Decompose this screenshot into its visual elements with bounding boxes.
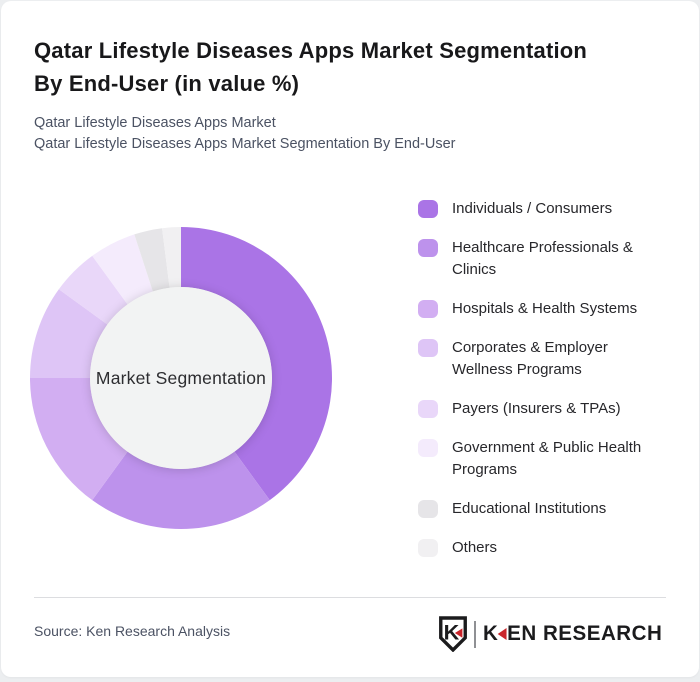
legend-swatch <box>418 300 438 318</box>
legend-item[interactable]: Individuals / Consumers <box>418 198 668 220</box>
donut-segment[interactable] <box>162 227 181 288</box>
legend-swatch <box>418 339 438 357</box>
ken-research-logo: K K EN RESEARCH <box>437 616 666 652</box>
legend-item[interactable]: Corporates & Employer Wellness Programs <box>418 337 668 381</box>
logo-wordmark: K EN RESEARCH <box>483 622 662 646</box>
legend-item[interactable]: Payers (Insurers & TPAs) <box>418 398 668 420</box>
legend-item[interactable]: Educational Institutions <box>418 498 668 520</box>
legend-label: Hospitals & Health Systems <box>452 300 638 317</box>
legend-item[interactable]: Government & Public Health Programs <box>418 437 668 481</box>
legend-label: Corporates & Employer Wellness Programs <box>452 339 608 378</box>
legend-swatch <box>418 400 438 418</box>
page-title: Qatar Lifestyle Diseases Apps Market Seg… <box>34 38 588 96</box>
legend-item[interactable]: Healthcare Professionals & Clinics <box>418 237 668 281</box>
legend-label: Payers (Insurers & TPAs) <box>452 400 621 417</box>
footer-divider <box>34 597 666 598</box>
legend-item[interactable]: Others <box>418 537 668 559</box>
logo-wordmark-k: K <box>482 622 499 645</box>
donut-segment[interactable] <box>181 227 333 501</box>
donut-segment[interactable] <box>30 378 128 501</box>
legend-item[interactable]: Hospitals & Health Systems <box>418 298 668 320</box>
logo-wordmark-triangle-icon <box>497 628 507 640</box>
donut-segment[interactable] <box>30 289 108 378</box>
donut-segment[interactable] <box>58 255 128 325</box>
legend-label: Educational Institutions <box>452 500 607 517</box>
svg-text:K: K <box>444 620 460 645</box>
legend-label: Others <box>452 539 498 556</box>
legend-swatch <box>418 200 438 218</box>
legend-swatch <box>418 539 438 557</box>
legend: Individuals / Consumers Healthcare Profes… <box>418 198 668 559</box>
donut-hole <box>90 287 272 469</box>
logo-separator <box>473 620 476 648</box>
donut-segment[interactable] <box>134 228 170 292</box>
donut-chart <box>30 227 333 530</box>
legend-swatch <box>418 500 438 518</box>
donut-segment[interactable] <box>92 451 270 530</box>
legend-swatch <box>418 439 438 457</box>
logo-wordmark-rest: EN RESEARCH <box>507 622 663 645</box>
legend-swatch <box>418 239 438 257</box>
subtitle-line-1: Qatar Lifestyle Diseases Apps Market <box>34 115 276 131</box>
legend-label: Government & Public Health Programs <box>452 439 642 478</box>
donut-chart-area <box>11 208 351 548</box>
source-note: Source: Ken Research Analysis <box>34 623 231 639</box>
donut-segment[interactable] <box>92 234 153 305</box>
donut-center-label: Market Segmentation <box>95 368 267 388</box>
logo-red-triangle <box>454 628 463 638</box>
legend-label: Healthcare Professionals & Clinics <box>452 239 633 278</box>
legend-label: Individuals / Consumers <box>452 200 613 217</box>
ken-research-shield-icon: K <box>439 616 467 652</box>
subtitle-line-2: Qatar Lifestyle Diseases Apps Market Seg… <box>34 136 456 152</box>
